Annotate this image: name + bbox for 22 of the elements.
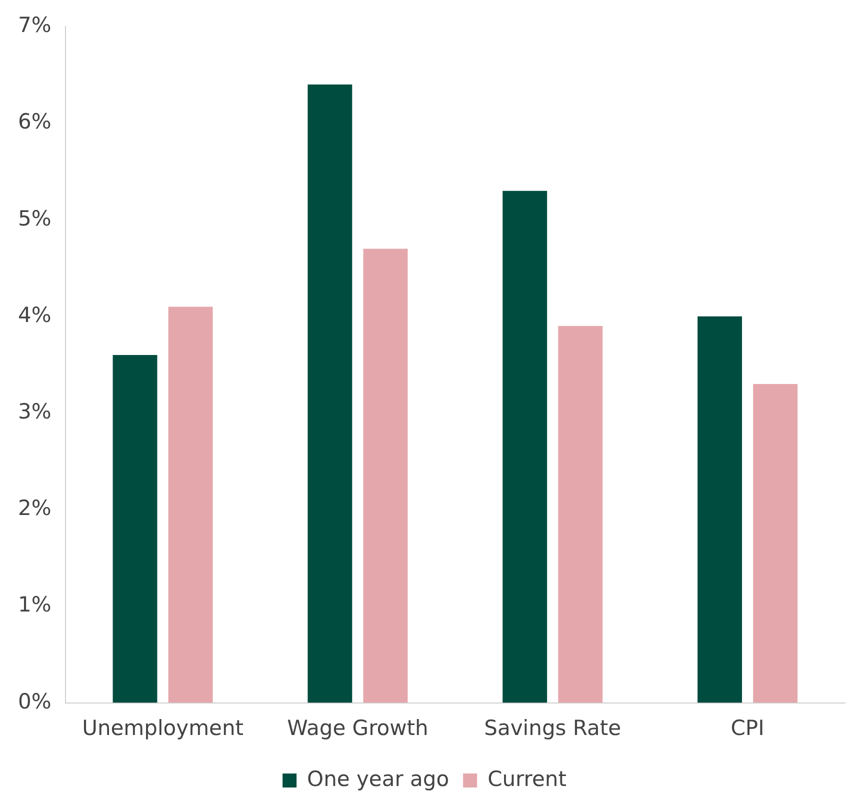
y-tick-label: 0% (18, 689, 52, 714)
bar (308, 84, 352, 703)
bar (502, 190, 548, 703)
x-tick-label: Wage Growth (287, 716, 428, 740)
x-tick-label: Unemployment (82, 716, 244, 740)
y-tick-label: 1% (18, 592, 52, 617)
bar (753, 384, 798, 703)
legend-label: Current (488, 766, 566, 791)
bar (558, 326, 603, 703)
x-tick-label: Savings Rate (484, 716, 622, 740)
x-tick-label: CPI (730, 716, 764, 740)
bar (698, 316, 742, 703)
bar (168, 306, 213, 703)
y-tick-label: 4% (18, 302, 52, 327)
legend-label: One year ago (307, 766, 450, 791)
y-tick-label: 6% (18, 110, 52, 134)
y-tick-label: 7% (18, 13, 52, 38)
bar (363, 248, 408, 703)
y-tick-label: 5% (18, 206, 52, 230)
bar (112, 355, 158, 703)
y-tick-label: 2% (18, 496, 52, 520)
y-tick-label: 3% (18, 399, 52, 424)
